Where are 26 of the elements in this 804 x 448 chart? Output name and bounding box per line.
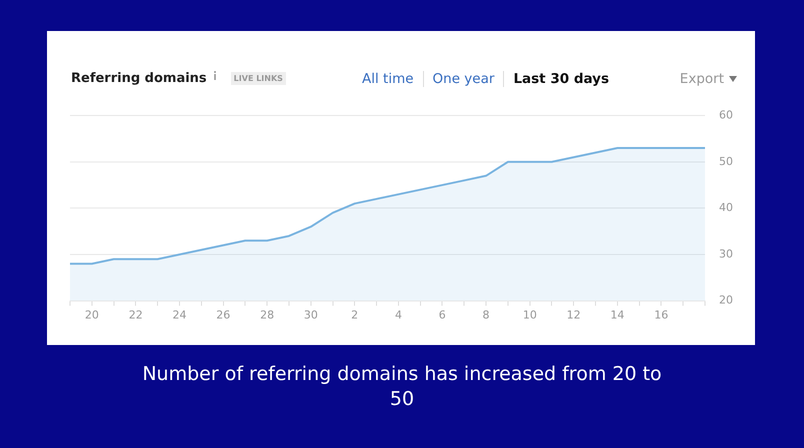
y-tick-label: 50 [719, 154, 734, 168]
x-tick-label: 8 [482, 308, 490, 322]
y-tick-label: 40 [719, 201, 734, 214]
x-tick-label: 24 [172, 308, 186, 322]
x-tick-label: 2 [351, 308, 358, 322]
x-tick-label: 10 [522, 308, 537, 322]
x-tick-label: 6 [438, 308, 446, 322]
y-tick-label: 20 [719, 294, 734, 307]
x-tick-label: 4 [394, 308, 402, 322]
x-tick-label: 20 [84, 308, 99, 322]
text: All time [361, 71, 415, 87]
chart-title: Referring domains [71, 71, 207, 86]
x-tick-label: 14 [610, 308, 624, 322]
text: Export [680, 71, 725, 87]
x-tick-label: 12 [566, 308, 581, 322]
x-tick-label: 28 [260, 308, 274, 322]
y-tick-label: 30 [719, 247, 734, 260]
text: One year [422, 71, 504, 87]
y-tick-label: 60 [719, 108, 734, 122]
text: Number of referring domains has increased from 20 to 50 [142, 362, 662, 412]
text: Last 30 days [503, 71, 618, 87]
text: LIVE LINKS [230, 72, 286, 85]
x-tick-label: 22 [128, 308, 143, 322]
x-tick-label: 16 [654, 308, 668, 322]
x-tick-label: 30 [304, 308, 318, 322]
x-tick-label: 26 [216, 308, 230, 322]
